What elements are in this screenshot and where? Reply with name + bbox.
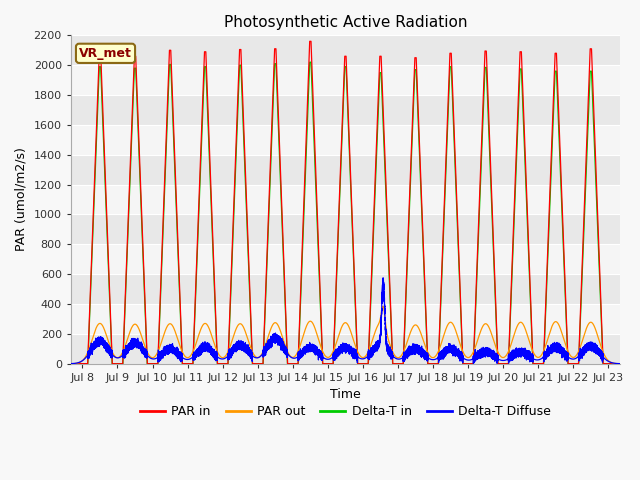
Bar [71, 185, 620, 215]
Bar [71, 36, 620, 65]
X-axis label: Time: Time [330, 388, 361, 401]
Bar [71, 334, 620, 364]
Title: Photosynthetic Active Radiation: Photosynthetic Active Radiation [223, 15, 467, 30]
Y-axis label: PAR (umol/m2/s): PAR (umol/m2/s) [15, 147, 28, 252]
Bar [71, 274, 620, 304]
Bar [71, 155, 620, 185]
Bar [71, 304, 620, 334]
Bar [71, 65, 620, 95]
Bar [71, 215, 620, 244]
Bar [71, 244, 620, 274]
Bar [71, 125, 620, 155]
Legend: PAR in, PAR out, Delta-T in, Delta-T Diffuse: PAR in, PAR out, Delta-T in, Delta-T Dif… [135, 400, 556, 423]
Text: VR_met: VR_met [79, 47, 132, 60]
Bar [71, 95, 620, 125]
